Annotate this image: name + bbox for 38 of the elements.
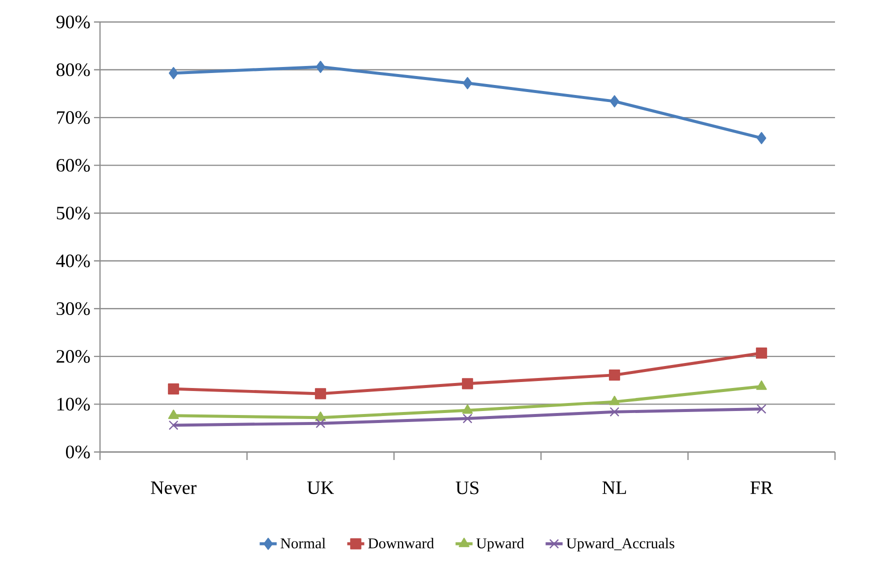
point bbox=[462, 77, 472, 90]
point bbox=[462, 378, 474, 390]
y-tick-label: 20% bbox=[56, 350, 90, 363]
point bbox=[462, 414, 472, 424]
point bbox=[316, 418, 326, 428]
point bbox=[610, 95, 620, 108]
x-tick-label: US bbox=[456, 482, 478, 494]
y-tick-label: 0% bbox=[66, 446, 90, 458]
point bbox=[756, 380, 767, 390]
point bbox=[608, 369, 620, 381]
legend-label: Normal bbox=[280, 538, 326, 548]
point bbox=[610, 407, 620, 417]
point bbox=[316, 60, 326, 73]
point bbox=[168, 67, 178, 80]
x-tick-label: Never bbox=[150, 482, 196, 494]
y-tick-label: 40% bbox=[56, 254, 90, 268]
legend-label: Downward bbox=[368, 538, 434, 548]
point bbox=[756, 404, 766, 414]
x-tick-label: FR bbox=[750, 482, 774, 494]
y-tick-label: 70% bbox=[57, 111, 90, 124]
y-tick-label: 60% bbox=[56, 158, 90, 172]
y-tick-label: 10% bbox=[57, 398, 90, 411]
x-tick-label: NL bbox=[602, 482, 626, 494]
legend-label: Upward bbox=[476, 538, 524, 552]
point bbox=[609, 396, 620, 406]
y-tick-label: 80% bbox=[56, 63, 90, 76]
y-tick-label: 50% bbox=[56, 206, 90, 220]
point bbox=[462, 404, 473, 414]
point bbox=[168, 420, 178, 430]
x-tick-label: UK bbox=[307, 482, 334, 494]
point bbox=[314, 388, 326, 400]
point bbox=[168, 410, 179, 420]
legend-label: Upward_Accruals bbox=[566, 538, 674, 552]
point bbox=[756, 132, 766, 144]
point bbox=[756, 348, 768, 359]
y-tick-label: 30% bbox=[56, 302, 90, 316]
point bbox=[168, 383, 180, 394]
y-tick-label: 90% bbox=[56, 16, 90, 28]
